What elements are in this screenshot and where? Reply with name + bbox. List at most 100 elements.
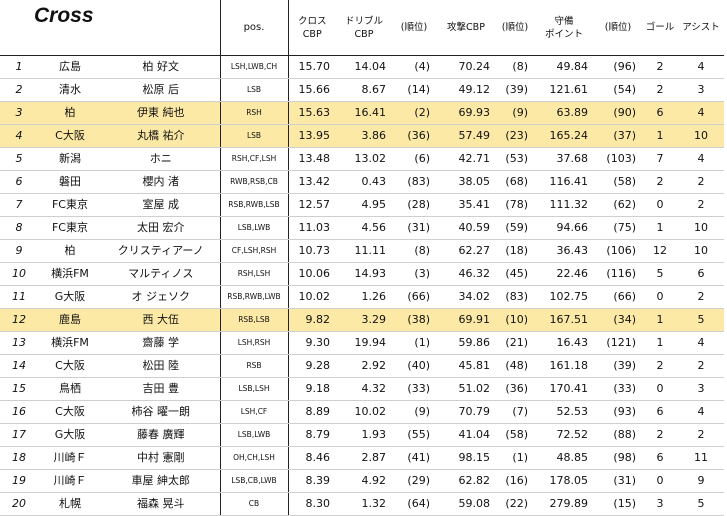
rank-cell: 11 <box>0 285 38 309</box>
position-cell: CB <box>220 492 289 516</box>
team-cell: 磐田 <box>38 170 102 194</box>
header-attack-rank: (順位) <box>496 0 534 56</box>
dribble-rank-cell: (29) <box>392 469 436 493</box>
team-cell: 横浜FM <box>38 262 102 286</box>
dribble-cbp-cell: 19.94 <box>336 331 392 355</box>
rank-cell: 2 <box>0 78 38 102</box>
goals-cell: 1 <box>642 216 678 240</box>
table-row: 10 横浜FM マルティノス RSH,LSH 10.06 14.93 (3) 46.32 (45… <box>0 262 724 286</box>
dribble-rank-cell: (4) <box>392 55 436 79</box>
player-name-cell: 松原 后 <box>102 78 221 102</box>
assists-cell: 2 <box>678 193 724 217</box>
table-row: 7 FC東京 室屋 成 RSB,RWB,LSB 12.57 4.95 (28) 35.41 (7… <box>0 193 724 217</box>
goals-cell: 1 <box>642 331 678 355</box>
table-row: 9 柏クリスティアーノ CF,LSH,RSH 10.73 11.11 (8) 62.27 (1… <box>0 239 724 263</box>
dribble-cbp-cell: 16.41 <box>336 101 392 125</box>
attack-cbp-cell: 42.71 <box>436 147 496 171</box>
cross-cbp-cell: 12.57 <box>288 193 336 217</box>
goals-cell: 2 <box>642 55 678 79</box>
player-name-cell: 車屋 紳太郎 <box>102 469 221 493</box>
assists-cell: 9 <box>678 469 724 493</box>
attack-rank-cell: (53) <box>496 147 534 171</box>
defense-points-cell: 49.84 <box>534 55 594 79</box>
dribble-cbp-cell: 4.95 <box>336 193 392 217</box>
defense-rank-cell: (54) <box>594 78 642 102</box>
dribble-rank-cell: (41) <box>392 446 436 470</box>
position-cell: LSB,CB,LWB <box>220 469 289 493</box>
goals-cell: 6 <box>642 446 678 470</box>
defense-points-cell: 22.46 <box>534 262 594 286</box>
table-row: 1 広島柏 好文 LSH,LWB,CH 15.70 14.04 (4) 70.24 (8) 49… <box>0 55 724 79</box>
defense-points-cell: 178.05 <box>534 469 594 493</box>
cross-cbp-cell: 9.28 <box>288 354 336 378</box>
defense-rank-cell: (33) <box>594 377 642 401</box>
dribble-rank-cell: (9) <box>392 400 436 424</box>
table-row: 12 鹿島西 大伍 RSB,LSB 9.82 3.29 (38) 69.91 (10) 167.… <box>0 308 724 332</box>
player-name-cell: マルティノス <box>102 262 221 286</box>
position-cell: LSB <box>220 124 289 148</box>
attack-rank-cell: (78) <box>496 193 534 217</box>
defense-points-cell: 16.43 <box>534 331 594 355</box>
dribble-cbp-cell: 1.26 <box>336 285 392 309</box>
dribble-cbp-cell: 8.67 <box>336 78 392 102</box>
defense-rank-cell: (31) <box>594 469 642 493</box>
team-cell: 川崎Ｆ <box>38 469 102 493</box>
player-name-cell: 吉田 豊 <box>102 377 221 401</box>
dribble-rank-cell: (83) <box>392 170 436 194</box>
defense-points-cell: 279.89 <box>534 492 594 516</box>
defense-rank-cell: (88) <box>594 423 642 447</box>
team-cell: 札幌 <box>38 492 102 516</box>
dribble-cbp-cell: 4.56 <box>336 216 392 240</box>
attack-cbp-cell: 46.32 <box>436 262 496 286</box>
dribble-rank-cell: (66) <box>392 285 436 309</box>
attack-cbp-cell: 69.93 <box>436 101 496 125</box>
team-cell: FC東京 <box>38 216 102 240</box>
cross-cbp-cell: 9.82 <box>288 308 336 332</box>
goals-cell: 5 <box>642 262 678 286</box>
cross-cbp-cell: 11.03 <box>288 216 336 240</box>
attack-cbp-cell: 69.91 <box>436 308 496 332</box>
team-cell: 柏 <box>38 239 102 263</box>
attack-cbp-cell: 41.04 <box>436 423 496 447</box>
rank-cell: 20 <box>0 492 38 516</box>
defense-rank-cell: (66) <box>594 285 642 309</box>
table-row: 11 G大阪オ ジェソク RSB,RWB,LWB 10.02 1.26 (66) 34.02… <box>0 285 724 309</box>
defense-points-cell: 63.89 <box>534 101 594 125</box>
attack-rank-cell: (45) <box>496 262 534 286</box>
dribble-cbp-cell: 2.92 <box>336 354 392 378</box>
assists-cell: 10 <box>678 239 724 263</box>
cross-cbp-cell: 8.30 <box>288 492 336 516</box>
position-cell: RSB,LSB <box>220 308 289 332</box>
table-row: 5 新潟 ホニ RSH,CF,LSH 13.48 13.02 (6) 42.71 (53) 37.… <box>0 147 724 171</box>
defense-rank-cell: (58) <box>594 170 642 194</box>
defense-rank-cell: (39) <box>594 354 642 378</box>
defense-rank-cell: (93) <box>594 400 642 424</box>
table-row: 4 C大阪 丸橋 祐介 LSB 13.95 3.86 (36) 57.49 (23) 165.24… <box>0 124 724 148</box>
table-row: 20 札幌 福森 晃斗 CB 8.30 1.32 (64) 59.08 (22) 279.89 (1… <box>0 492 724 516</box>
team-cell: G大阪 <box>38 285 102 309</box>
team-cell: 横浜FM <box>38 331 102 355</box>
attack-rank-cell: (1) <box>496 446 534 470</box>
table-row: 14 C大阪 松田 陸 RSB 9.28 2.92 (40) 45.81 (48) 161.18(… <box>0 354 724 378</box>
team-cell: C大阪 <box>38 400 102 424</box>
defense-rank-cell: (34) <box>594 308 642 332</box>
dribble-rank-cell: (55) <box>392 423 436 447</box>
defense-points-cell: 111.32 <box>534 193 594 217</box>
goals-cell: 1 <box>642 308 678 332</box>
position-cell: LSH,CF <box>220 400 289 424</box>
defense-points-cell: 116.41 <box>534 170 594 194</box>
position-cell: LSB,LWB <box>220 216 289 240</box>
attack-cbp-cell: 34.02 <box>436 285 496 309</box>
defense-rank-cell: (75) <box>594 216 642 240</box>
dribble-rank-cell: (33) <box>392 377 436 401</box>
dribble-rank-cell: (36) <box>392 124 436 148</box>
player-name-cell: 西 大伍 <box>102 308 221 332</box>
assists-cell: 10 <box>678 216 724 240</box>
attack-cbp-cell: 38.05 <box>436 170 496 194</box>
defense-rank-cell: (37) <box>594 124 642 148</box>
rank-cell: 16 <box>0 400 38 424</box>
goals-cell: 0 <box>642 377 678 401</box>
defense-points-cell: 165.24 <box>534 124 594 148</box>
header-dribble-cbp: ドリブル CBP <box>336 0 392 56</box>
